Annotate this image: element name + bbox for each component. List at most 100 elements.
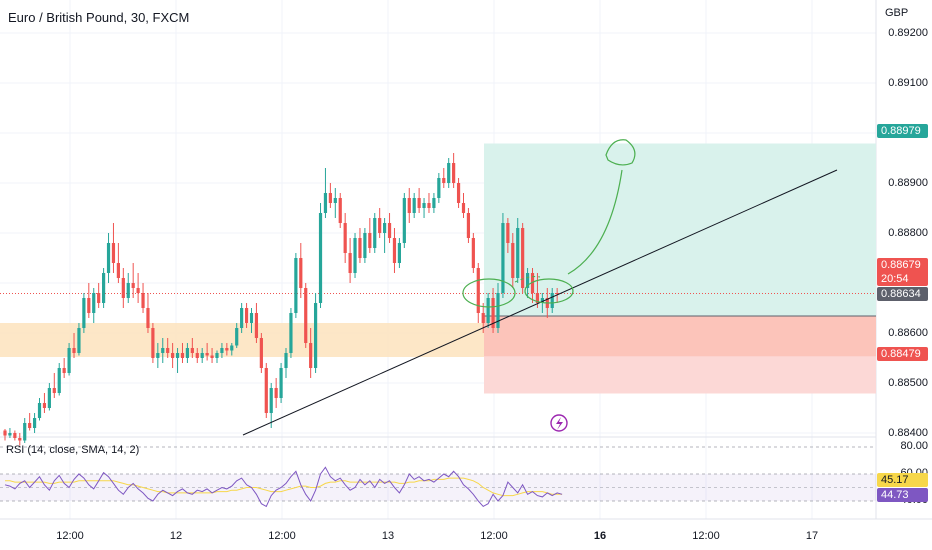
candle-body: [210, 355, 214, 358]
dashed-connector: [514, 276, 541, 283]
candle-body: [264, 368, 268, 413]
candle-body: [363, 233, 367, 258]
candle-body: [156, 353, 160, 358]
candle-body: [230, 345, 234, 351]
candle-body: [185, 348, 190, 358]
candle-body: [452, 163, 456, 183]
candle-body: [3, 430, 7, 436]
candle-body: [368, 233, 372, 248]
candle-body: [555, 293, 559, 294]
price-tick-label: 0.88800: [888, 227, 928, 239]
candle-body: [180, 353, 185, 358]
candle-body: [289, 313, 293, 353]
candle-body: [57, 368, 61, 393]
candle-body: [121, 278, 125, 298]
candle-body: [52, 388, 56, 393]
candle-body: [28, 423, 32, 428]
candle-body: [516, 228, 520, 278]
candle-body: [244, 308, 249, 323]
candle-body: [72, 348, 76, 353]
time-tick-label: 17: [805, 530, 819, 542]
candle-body: [126, 283, 130, 298]
candle-body: [318, 213, 323, 303]
circle-annotation-left: [462, 278, 516, 308]
stop-price-tag: 0.88479: [877, 347, 928, 361]
candle-body: [521, 228, 525, 288]
candle-body: [116, 263, 120, 278]
candle-body: [540, 298, 544, 303]
candle-body: [466, 213, 471, 238]
candle-body: [254, 313, 259, 338]
candle-body: [496, 293, 500, 328]
time-tick-label: 12:00: [56, 530, 84, 542]
candle-body: [18, 438, 22, 441]
candle-body: [333, 198, 337, 203]
time-tick-label: 12:00: [692, 530, 720, 542]
candle-body: [550, 293, 554, 308]
candle-body: [92, 293, 96, 313]
candle-body: [195, 353, 199, 358]
rsi-value-tag: 44.73: [877, 488, 928, 502]
time-tick-label: 12:00: [480, 530, 508, 542]
candle-body: [525, 273, 530, 288]
candle-body: [392, 238, 397, 263]
candle-body: [422, 203, 426, 208]
candle-body: [486, 298, 490, 323]
profit-zone: [484, 143, 876, 316]
rsi-tick-label: 80.00: [900, 440, 928, 452]
candles-layer: [3, 153, 559, 446]
price-tick-label: 0.88500: [888, 377, 928, 389]
candle-body: [402, 198, 406, 243]
candle-body: [274, 388, 278, 398]
candle-body: [8, 433, 12, 436]
candle-body: [166, 348, 170, 353]
candle-body: [476, 268, 480, 313]
candle-body: [102, 273, 106, 303]
candle-body: [47, 388, 51, 408]
candle-body: [13, 433, 17, 438]
time-tick-label: 12:00: [268, 530, 296, 542]
currency-label: GBP: [885, 7, 909, 19]
candle-body: [491, 298, 495, 328]
candle-body: [23, 423, 27, 441]
candle-body: [378, 218, 382, 233]
candle-body: [461, 203, 466, 213]
candle-body: [530, 273, 535, 293]
candle-body: [259, 338, 263, 368]
rsi-sma-tag: 45.17: [877, 473, 928, 487]
candle-body: [343, 223, 347, 253]
candle-body: [220, 348, 224, 353]
candle-body: [373, 218, 377, 248]
candle-body: [397, 243, 401, 263]
candle-body: [106, 243, 111, 273]
candle-body: [205, 353, 209, 356]
candle-body: [387, 223, 392, 238]
target-price-tag: 0.88979: [877, 124, 928, 138]
candle-body: [309, 343, 313, 368]
candle-body: [161, 348, 165, 353]
loss-zone-overlap: [484, 316, 876, 357]
candle-body: [506, 223, 510, 243]
candle-body: [442, 178, 446, 183]
candle-body: [299, 258, 303, 288]
rsi-sma-line: [5, 477, 563, 497]
candle-body: [427, 203, 431, 208]
candle-body: [240, 308, 244, 328]
rsi-line: [4, 466, 563, 508]
countdown-tag: 20:54: [877, 272, 928, 286]
circle-annotation-right: [524, 278, 574, 304]
candle-body: [535, 293, 540, 303]
candle-body: [175, 353, 180, 358]
candle-body: [62, 368, 66, 373]
candle-body: [437, 178, 441, 198]
candle-body: [348, 253, 352, 273]
candle-body: [407, 198, 411, 213]
candle-body: [358, 238, 362, 258]
candle-body: [284, 353, 288, 368]
candle-body: [417, 198, 421, 208]
candle-body: [313, 303, 318, 368]
chart-title: Euro / British Pound, 30, FXCM: [8, 10, 190, 25]
candle-body: [82, 298, 86, 328]
candle-body: [501, 223, 505, 293]
